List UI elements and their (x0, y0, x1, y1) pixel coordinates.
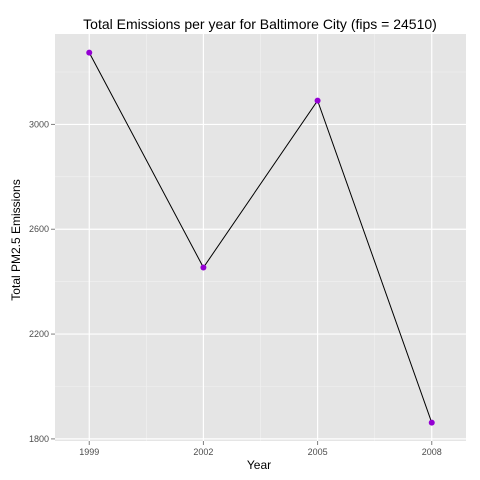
x-tick-label: 2005 (308, 447, 328, 457)
y-tick-label: 2600 (29, 224, 49, 234)
y-tick-label: 2200 (29, 329, 49, 339)
axis-tick-labels: 1800 2200 2600 3000 1999 2002 2005 2008 (29, 119, 442, 457)
x-axis-title: Year (247, 458, 271, 472)
x-tick-label: 2008 (422, 447, 442, 457)
y-tick-label: 3000 (29, 119, 49, 129)
x-tick-label: 1999 (79, 447, 99, 457)
data-point-1999 (86, 49, 93, 56)
x-tick-label: 2002 (193, 447, 213, 457)
series-group (86, 49, 435, 426)
chart-title: Total Emissions per year for Baltimore C… (83, 16, 437, 32)
axis-ticks (51, 123, 433, 445)
major-gridlines (55, 34, 466, 441)
y-tick-label: 1800 (29, 434, 49, 444)
series-line (88, 52, 433, 423)
data-point-2008 (428, 419, 435, 426)
data-point-2002 (200, 264, 207, 271)
data-point-2005 (314, 97, 321, 104)
y-axis-title: Total PM2.5 Emissions (9, 179, 23, 300)
minor-gridlines (55, 34, 466, 441)
